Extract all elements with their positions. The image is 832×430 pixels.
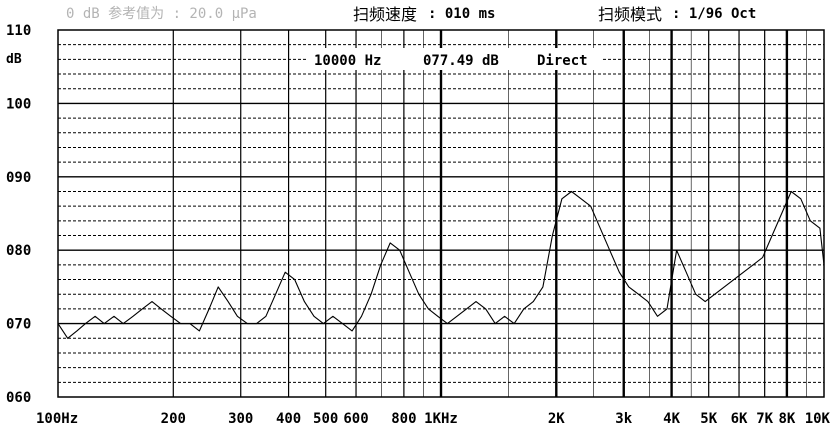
x-tick-label: 300 (228, 411, 253, 427)
cursor-mode: Direct (537, 53, 588, 69)
x-tick-label: 200 (161, 411, 186, 427)
x-tick-label: 600 (343, 411, 368, 427)
y-tick-label: 100 (6, 96, 31, 112)
sweep-mode-label: 扫频模式 (598, 5, 662, 24)
sweep-speed-value: : 010 ms (428, 6, 495, 22)
major-gridlines (58, 30, 824, 397)
x-tick-label: 2K (548, 411, 565, 427)
y-tick-labels: 110 100 090 080 070 060 (6, 23, 31, 406)
cursor-level: 077.49 dB (423, 53, 499, 69)
series-line (57, 190, 825, 339)
y-tick-label: 110 (6, 23, 31, 39)
cursor-readout-box (308, 48, 602, 70)
y-tick-label: 090 (6, 170, 31, 186)
x-tick-label: 3k (615, 411, 632, 427)
x-tick-label: 5K (700, 411, 717, 427)
plot-frame (57, 29, 825, 398)
x-tick-label: 7K (756, 411, 773, 427)
x-tick-label: 100Hz (36, 411, 78, 427)
y-tick-label: 060 (6, 390, 31, 406)
x-tick-label: 500 (313, 411, 338, 427)
cursor-readout: 10000 Hz 077.49 dB Direct (308, 48, 602, 70)
sweep-mode-value: : 1/96 Oct (672, 6, 756, 22)
x-tick-labels: 100Hz 200 300 400 500 600 800 1KHz 2K 3k 4K 5K 6K 7K 8… (36, 411, 831, 427)
series-layer (57, 190, 825, 339)
x-tick-label: 400 (276, 411, 301, 427)
reference-note: 0 dB 参考值为 : 20.0 μPa (66, 5, 257, 22)
y-tick-label: 080 (6, 243, 31, 259)
sweep-speed-label: 扫频速度 (353, 5, 417, 24)
x-tick-label: 8K (778, 411, 795, 427)
x-tick-label: 800 (391, 411, 416, 427)
cursor-frequency: 10000 Hz (314, 53, 381, 69)
y-axis-unit-label: dB (6, 52, 22, 67)
x-tick-label: 1KHz (424, 411, 458, 427)
x-tick-label: 4K (663, 411, 680, 427)
y-tick-label: 070 (6, 317, 31, 333)
x-tick-label: 10K (805, 411, 831, 427)
x-tick-label: 6K (731, 411, 748, 427)
